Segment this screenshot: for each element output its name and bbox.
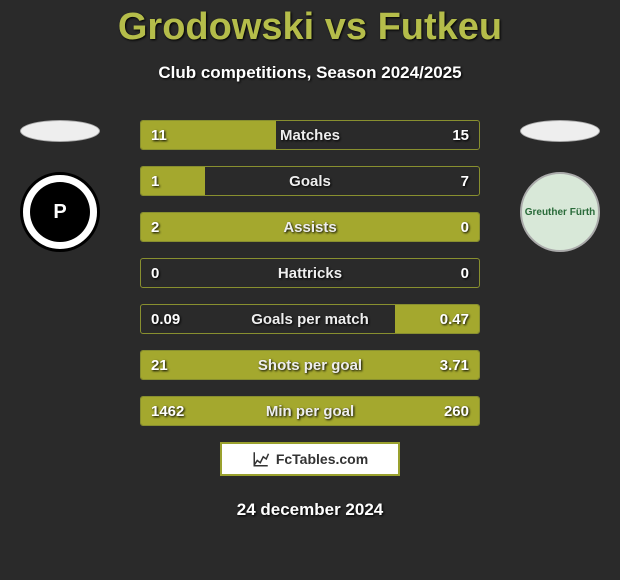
stat-row: 21Shots per goal3.71	[140, 350, 480, 380]
left-club-initial: P	[30, 182, 90, 242]
stat-label: Shots per goal	[141, 351, 479, 380]
stat-value-right: 260	[444, 397, 469, 426]
stat-row: 0.09Goals per match0.47	[140, 304, 480, 334]
branding-box[interactable]: FcTables.com	[220, 442, 400, 476]
date-text: 24 december 2024	[0, 500, 620, 520]
stat-row: 11Matches15	[140, 120, 480, 150]
chart-icon	[252, 450, 270, 468]
stat-value-right: 0	[461, 259, 469, 288]
right-player-column: Greuther Fürth	[510, 120, 610, 252]
stat-value-right: 7	[461, 167, 469, 196]
stat-value-right: 0	[461, 213, 469, 242]
right-club-text: Greuther Fürth	[525, 207, 596, 218]
stat-row: 1Goals7	[140, 166, 480, 196]
right-country-flag	[520, 120, 600, 142]
stat-label: Min per goal	[141, 397, 479, 426]
stat-row: 0Hattricks0	[140, 258, 480, 288]
right-club-badge: Greuther Fürth	[520, 172, 600, 252]
left-country-flag	[20, 120, 100, 142]
comparison-rows: 11Matches151Goals72Assists00Hattricks00.…	[140, 120, 480, 442]
left-player-column: P	[10, 120, 110, 252]
stat-value-right: 3.71	[440, 351, 469, 380]
stat-label: Goals	[141, 167, 479, 196]
stat-label: Assists	[141, 213, 479, 242]
page-title: Grodowski vs Futkeu	[0, 0, 620, 49]
branding-text: FcTables.com	[276, 451, 368, 467]
stat-label: Hattricks	[141, 259, 479, 288]
stat-label: Matches	[141, 121, 479, 150]
stat-value-right: 0.47	[440, 305, 469, 334]
stat-row: 2Assists0	[140, 212, 480, 242]
stat-value-right: 15	[452, 121, 469, 150]
stat-label: Goals per match	[141, 305, 479, 334]
subtitle: Club competitions, Season 2024/2025	[0, 63, 620, 83]
stat-row: 1462Min per goal260	[140, 396, 480, 426]
left-club-badge: P	[20, 172, 100, 252]
